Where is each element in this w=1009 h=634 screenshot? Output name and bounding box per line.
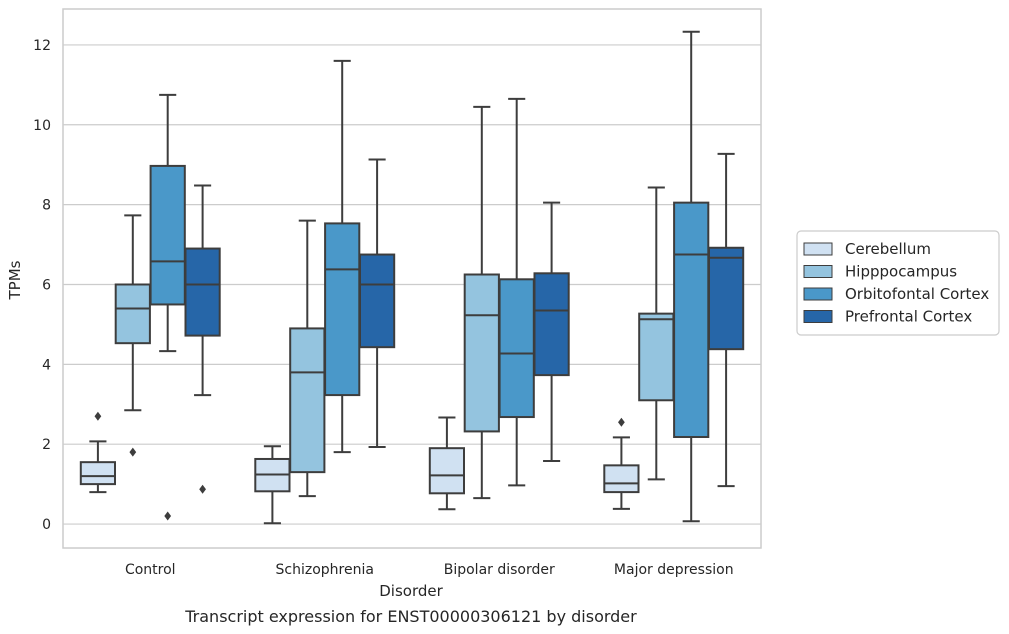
box-iqr bbox=[184, 247, 221, 337]
legend-swatch bbox=[803, 242, 833, 256]
x-tick-label: Major depression bbox=[614, 562, 734, 578]
x-tick-label: Bipolar disorder bbox=[444, 562, 555, 578]
y-tick-label: 2 bbox=[42, 437, 51, 453]
legend-swatch bbox=[803, 287, 833, 301]
x-tick-label: Control bbox=[125, 562, 176, 578]
box bbox=[358, 158, 396, 448]
box-iqr bbox=[533, 272, 570, 377]
box-iqr bbox=[463, 273, 500, 433]
y-tick-label: 0 bbox=[42, 517, 51, 533]
series-hipppocampus bbox=[114, 105, 675, 500]
box-iqr bbox=[603, 464, 640, 494]
legend-label: Orbitofontal Cortex bbox=[845, 285, 989, 303]
box-iqr bbox=[79, 461, 117, 486]
box bbox=[79, 411, 117, 494]
x-axis-label: Disorder bbox=[379, 582, 443, 600]
box bbox=[638, 186, 675, 481]
x-tick-label: Schizophrenia bbox=[276, 562, 374, 578]
box bbox=[254, 445, 291, 525]
box-series bbox=[79, 30, 745, 525]
legend-label: Hipppocampus bbox=[845, 263, 957, 281]
box-iqr bbox=[289, 327, 326, 474]
box-iqr bbox=[638, 312, 675, 402]
y-tick-label: 8 bbox=[42, 198, 51, 214]
legend-frame bbox=[796, 230, 1000, 336]
box-iqr bbox=[324, 222, 361, 397]
box bbox=[428, 416, 466, 511]
outlier-point bbox=[618, 417, 625, 427]
outlier-point bbox=[164, 511, 172, 521]
box-iqr bbox=[673, 201, 710, 439]
outlier-point bbox=[199, 484, 206, 494]
legend-swatch bbox=[803, 265, 833, 278]
box bbox=[533, 201, 570, 462]
box bbox=[324, 59, 361, 454]
box bbox=[289, 219, 326, 498]
plot-area-frame bbox=[62, 8, 762, 549]
box-iqr bbox=[707, 246, 745, 351]
box-iqr bbox=[428, 447, 466, 495]
box bbox=[463, 105, 500, 500]
box bbox=[184, 184, 221, 494]
series-cerebellum bbox=[79, 411, 640, 525]
box bbox=[707, 152, 745, 488]
box bbox=[498, 97, 535, 487]
box bbox=[114, 214, 151, 457]
legend-item: Hipppocampus bbox=[803, 263, 957, 281]
outlier-point bbox=[129, 447, 137, 457]
legend-item: Prefrontal Cortex bbox=[803, 308, 972, 326]
box bbox=[149, 93, 186, 521]
outlier-point bbox=[94, 411, 102, 421]
chart-caption: Transcript expression for ENST0000030612… bbox=[184, 607, 637, 626]
x-tick-labels: Control Schizophrenia Bipolar disorder Majo… bbox=[125, 562, 734, 578]
legend-item: Cerebellum bbox=[803, 240, 931, 258]
y-axis-label: TPMs bbox=[6, 260, 24, 300]
y-tick-label: 12 bbox=[33, 38, 51, 54]
legend-item: Orbitofontal Cortex bbox=[803, 285, 989, 303]
legend-swatch bbox=[803, 310, 833, 323]
y-tick-label: 4 bbox=[42, 357, 51, 373]
series-orbitofontal-cortex bbox=[149, 30, 710, 523]
legend-label: Cerebellum bbox=[845, 240, 931, 258]
legend-label: Prefrontal Cortex bbox=[845, 308, 972, 326]
box bbox=[603, 417, 640, 510]
box bbox=[673, 30, 710, 523]
box-iqr bbox=[358, 253, 396, 349]
box-iqr bbox=[149, 164, 186, 306]
box-iqr bbox=[498, 278, 535, 419]
y-tick-label: 6 bbox=[42, 277, 51, 293]
y-tick-label: 10 bbox=[33, 118, 51, 134]
box-iqr bbox=[114, 283, 151, 345]
series-prefrontal-cortex bbox=[184, 152, 745, 494]
y-tick-labels: 0 2 4 6 8 10 12 bbox=[33, 38, 51, 533]
legend: Cerebellum Hipppocampus Orbitofontal Corte… bbox=[796, 230, 1000, 336]
